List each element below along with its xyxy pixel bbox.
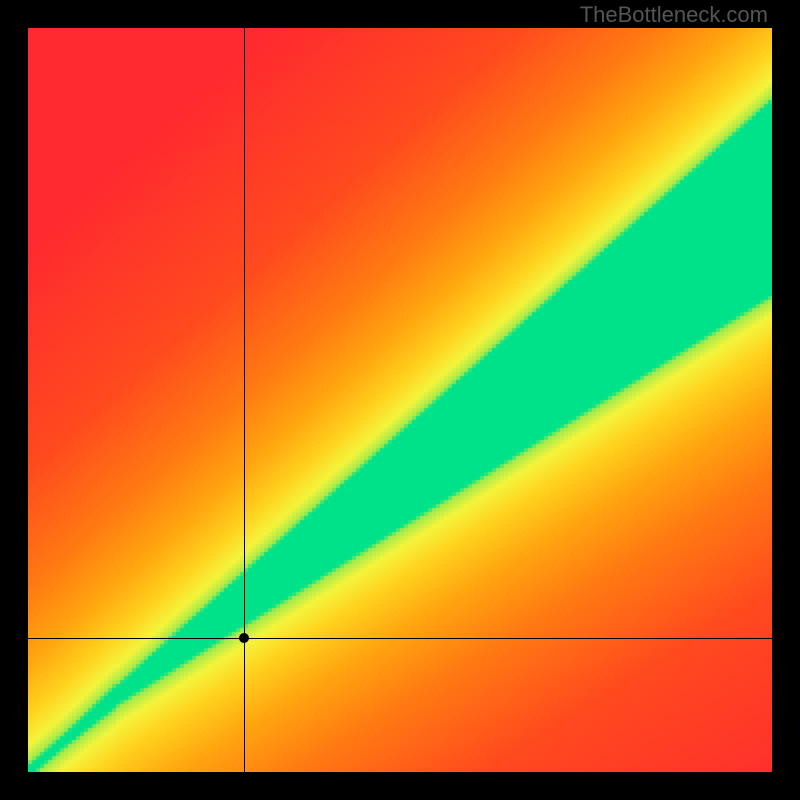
heatmap-plot — [28, 28, 772, 772]
crosshair-horizontal — [28, 638, 772, 639]
chart-outer-frame: TheBottleneck.com — [0, 0, 800, 800]
crosshair-vertical — [244, 28, 245, 772]
marker-dot — [239, 633, 249, 643]
watermark-text: TheBottleneck.com — [580, 2, 768, 28]
heatmap-canvas — [28, 28, 772, 772]
